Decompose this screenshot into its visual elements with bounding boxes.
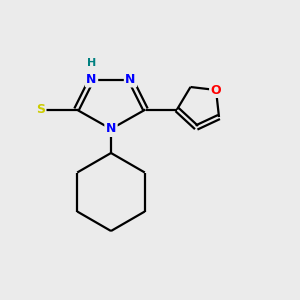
Text: N: N bbox=[106, 122, 116, 136]
Text: N: N bbox=[86, 73, 97, 86]
Text: O: O bbox=[211, 83, 221, 97]
Text: N: N bbox=[125, 73, 136, 86]
Text: H: H bbox=[87, 58, 96, 68]
Text: S: S bbox=[36, 103, 45, 116]
